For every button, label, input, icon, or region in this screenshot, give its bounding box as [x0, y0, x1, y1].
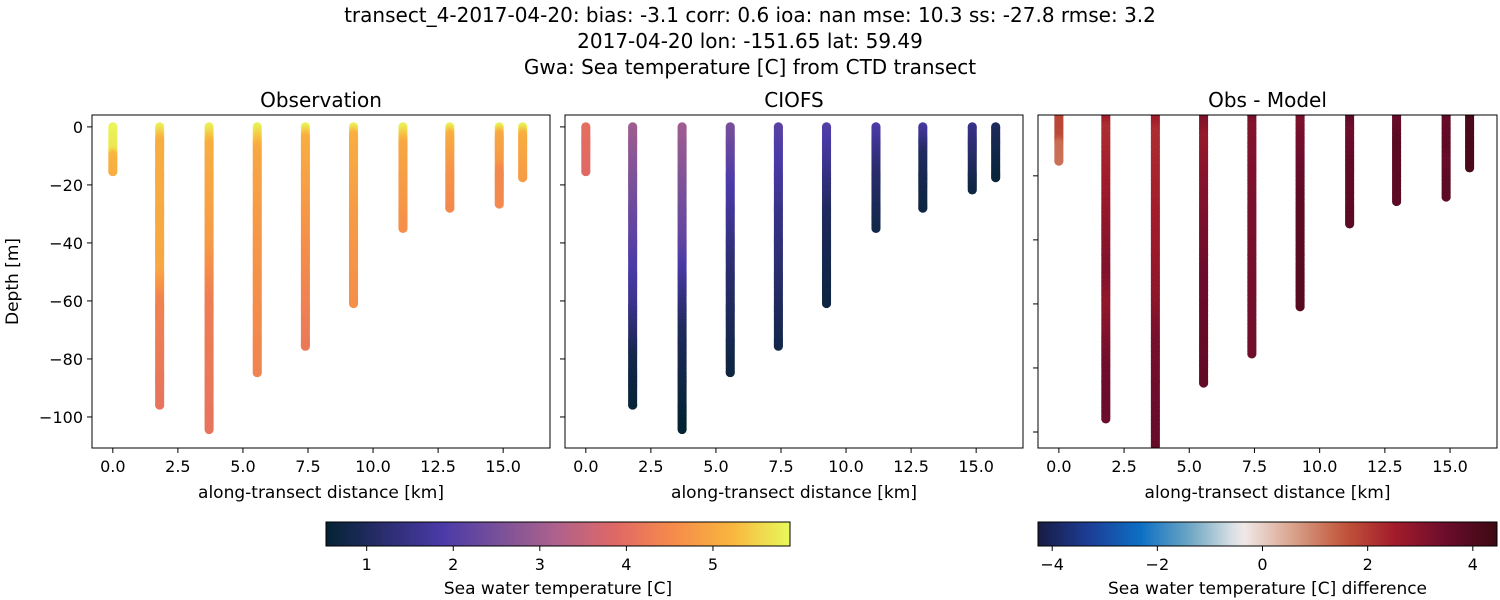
- x-tick-label: 15.0: [485, 457, 521, 476]
- scatter-points: [108, 122, 528, 435]
- x-tick-label: 10.0: [355, 457, 391, 476]
- data-point: [821, 298, 832, 309]
- data-point: [204, 424, 214, 435]
- data-point: [252, 367, 262, 378]
- colorbar-tick-label: 0: [1257, 555, 1267, 574]
- data-point: [991, 173, 1001, 183]
- x-tick-label: 2.5: [165, 457, 190, 476]
- colorbar-bar: [325, 521, 791, 547]
- colorbar-bar: [1037, 521, 1498, 547]
- colorbars: 1 2 3 4 5 Sea water temperature [C] −4 −2 0 2 4 Sea…: [325, 521, 1498, 599]
- panel-title: CIOFS: [764, 88, 823, 112]
- x-axis-label: along-transect distance [km]: [671, 483, 917, 503]
- colorbar-tick-label: 4: [621, 555, 631, 574]
- data-point: [725, 367, 735, 378]
- scatter-points: [1054, 115, 1475, 448]
- x-axis-label: along-transect distance [km]: [198, 483, 444, 503]
- x-tick-label: 10.0: [1302, 457, 1338, 476]
- colorbar-tick-label: −2: [1146, 555, 1170, 574]
- x-tick-label: 7.5: [295, 457, 320, 476]
- x-tick-label: 2.5: [1111, 457, 1136, 476]
- data-point: [1441, 192, 1451, 202]
- data-point: [1391, 196, 1402, 207]
- x-tick-label: 12.5: [893, 457, 929, 476]
- y-tick-label: −100: [39, 408, 83, 427]
- x-tick-label: 15.0: [958, 457, 994, 476]
- panel-3: Obs - Model 0.0 2.5 5.0 7.5 10.0 12.5 15.0 along…: [1033, 88, 1498, 503]
- colorbar-tick-label: 4: [1468, 555, 1478, 574]
- y-tick-label: −20: [49, 176, 83, 195]
- x-tick-label: 15.0: [1432, 457, 1468, 476]
- data-point: [1054, 156, 1064, 166]
- data-point: [773, 341, 783, 351]
- x-tick-label: 0.0: [573, 457, 598, 476]
- colorbar-tick-label: 2: [1363, 555, 1373, 574]
- colorbar-2: −4 −2 0 2 4 Sea water temperature [C] differe…: [1037, 521, 1498, 599]
- x-tick-label: 12.5: [1367, 457, 1403, 476]
- data-point: [155, 400, 165, 410]
- data-point: [494, 199, 504, 209]
- colorbar-tick-label: 5: [708, 555, 718, 574]
- x-tick-label: 5.0: [230, 457, 255, 476]
- scatter-points: [581, 122, 1001, 435]
- x-tick-label: 12.5: [420, 457, 456, 476]
- panel-1: Observation 0.0 2.5 5.0 7.5 10.0 12.5 15.0 along…: [3, 88, 551, 503]
- figure-title-line-2: 2017-04-20 lon: -151.65 lat: 59.49: [577, 29, 923, 53]
- colorbar-tick-label: 2: [448, 555, 458, 574]
- y-tick-label: −40: [49, 234, 83, 253]
- data-point: [677, 424, 687, 435]
- x-tick-label: 0.0: [100, 457, 125, 476]
- y-axis-label: Depth [m]: [3, 238, 23, 325]
- data-point: [581, 166, 591, 177]
- data-point: [1345, 219, 1355, 229]
- figure-title-line-3: Gwa: Sea temperature [C] from CTD transe…: [524, 55, 976, 79]
- data-point: [628, 400, 638, 410]
- x-tick-label: 5.0: [1177, 457, 1202, 476]
- figure-title-line-1: transect_4-2017-04-20: bias: -3.1 corr: …: [344, 3, 1156, 27]
- colorbar-tick-label: 3: [535, 555, 545, 574]
- data-point: [1150, 441, 1160, 448]
- panel-title: Obs - Model: [1208, 88, 1327, 112]
- x-tick-label: 10.0: [828, 457, 864, 476]
- x-tick-label: 0.0: [1046, 457, 1071, 476]
- data-point: [967, 185, 977, 195]
- x-tick-label: 7.5: [768, 457, 793, 476]
- data-point: [518, 173, 528, 183]
- data-point: [1247, 349, 1257, 359]
- axes-frame: [91, 114, 551, 449]
- data-point: [1101, 414, 1111, 424]
- data-point: [1465, 163, 1475, 173]
- panel-title: Observation: [260, 88, 382, 112]
- data-point: [445, 203, 455, 213]
- colorbar-tick-label: 1: [362, 555, 372, 574]
- colorbar-1: 1 2 3 4 5 Sea water temperature [C]: [325, 521, 791, 599]
- data-point: [398, 223, 408, 234]
- data-point: [348, 298, 359, 309]
- colorbar-tick-label: −4: [1040, 555, 1064, 574]
- data-point: [300, 341, 310, 351]
- y-tick-label: −60: [49, 292, 83, 311]
- y-tick-label: −80: [49, 350, 83, 369]
- axes-frame: [564, 114, 1024, 449]
- panel-2: CIOFS 0.0 2.5 5.0 7.5 10.0 12.5 15.0 along-trans…: [560, 88, 1024, 503]
- colorbar-label: Sea water temperature [C] difference: [1108, 579, 1427, 599]
- panels: Observation 0.0 2.5 5.0 7.5 10.0 12.5 15.0 along…: [3, 88, 1498, 503]
- axes-frame: [1037, 114, 1498, 449]
- data-point: [1199, 378, 1209, 388]
- data-point: [1295, 302, 1305, 312]
- x-tick-label: 5.0: [703, 457, 728, 476]
- x-tick-label: 2.5: [638, 457, 663, 476]
- data-point: [918, 203, 928, 213]
- colorbar-label: Sea water temperature [C]: [444, 579, 672, 599]
- x-axis-label: along-transect distance [km]: [1145, 483, 1391, 503]
- y-tick-label: 0: [73, 118, 83, 137]
- data-point: [871, 223, 881, 234]
- data-point: [108, 166, 118, 177]
- x-tick-label: 7.5: [1242, 457, 1267, 476]
